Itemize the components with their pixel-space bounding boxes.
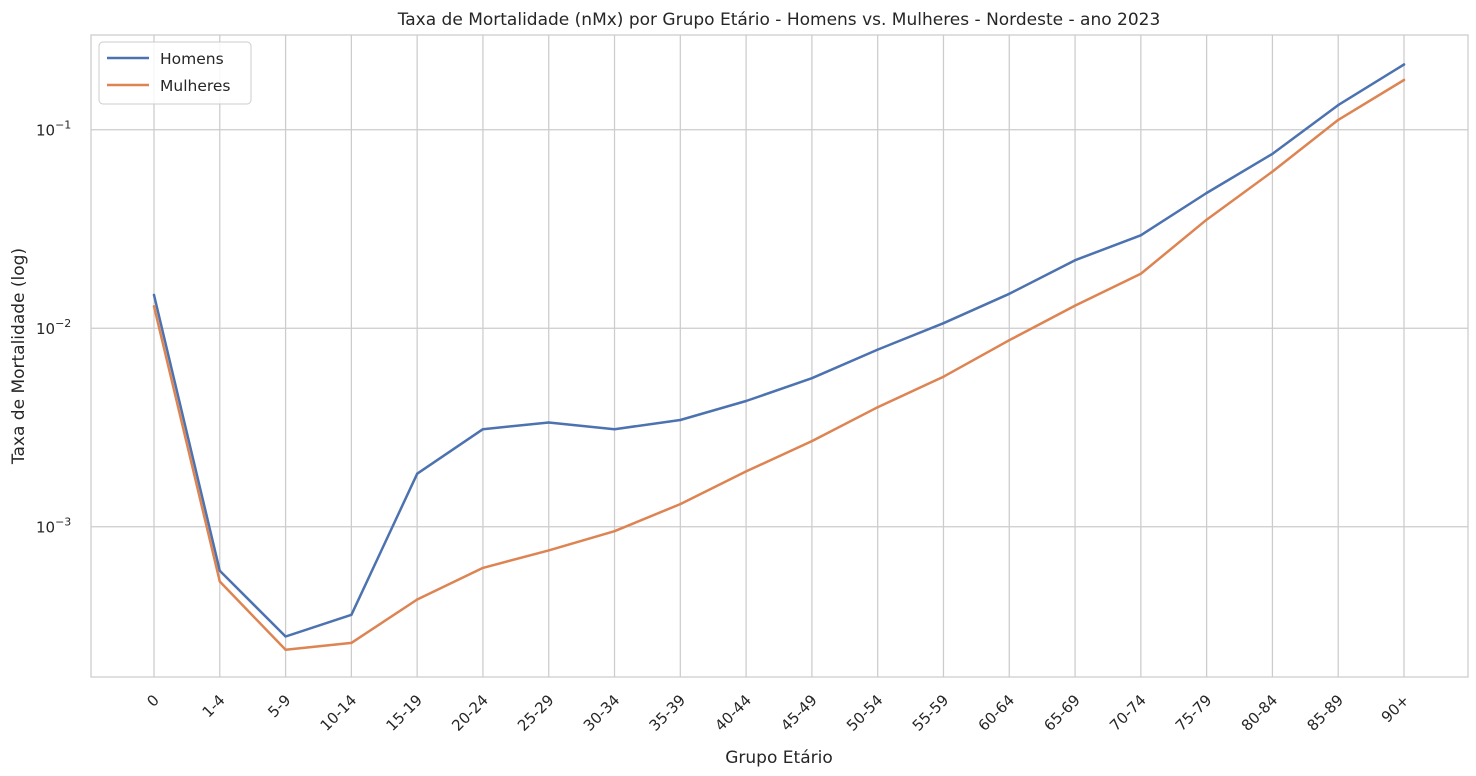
data-point — [810, 377, 814, 380]
x-tick-label: 10-14 — [317, 691, 361, 735]
data-point — [1271, 170, 1274, 173]
data-point — [1402, 63, 1406, 66]
y-tick-label: 10−1 — [36, 119, 71, 140]
data-point — [1008, 339, 1011, 342]
data-point — [679, 418, 682, 422]
x-tick-label: 85-89 — [1303, 691, 1347, 735]
data-point — [350, 613, 353, 616]
data-point — [613, 530, 616, 533]
legend-label-homens: Homens — [160, 50, 224, 68]
x-tick-label: 75-79 — [1172, 691, 1216, 735]
plot-frame — [90, 34, 1469, 678]
data-point — [416, 598, 419, 601]
x-tick-label: 45-49 — [777, 691, 821, 735]
y-axis-label: Taxa de Mortalidade (log) — [9, 248, 29, 465]
x-tick-label: 5-9 — [264, 691, 294, 721]
x-tick-label: 65-69 — [1040, 691, 1084, 735]
data-point — [942, 322, 945, 325]
legend: Homens Mulheres — [98, 41, 252, 105]
x-tick-label: 90+ — [1378, 691, 1413, 726]
data-point — [810, 439, 814, 443]
y-tick-label: 10−3 — [36, 516, 71, 537]
data-point — [1205, 191, 1208, 195]
data-point — [942, 375, 945, 378]
x-tick-labels: 0 1-4 5-9 10-14 15-19 20-24 25-29 30-34 35-39 40-… — [143, 691, 1412, 735]
x-tick-label: 1-4 — [199, 691, 229, 721]
data-point — [1139, 272, 1143, 275]
data-point — [1205, 218, 1208, 221]
data-point — [1337, 118, 1340, 122]
data-point — [1139, 234, 1143, 237]
x-tick-label: 80-84 — [1238, 691, 1282, 735]
x-tick-label: 30-34 — [580, 691, 624, 735]
data-point — [876, 348, 879, 351]
data-point — [481, 566, 485, 570]
data-point — [481, 428, 485, 431]
data-point — [218, 569, 221, 572]
x-tick-label: 20-24 — [448, 691, 492, 735]
data-point — [1073, 259, 1077, 262]
data-point — [1402, 78, 1406, 82]
plot-area — [91, 35, 1468, 677]
x-tick-label: 70-74 — [1106, 691, 1150, 735]
data-point — [679, 502, 682, 506]
data-point — [284, 648, 287, 651]
series-line-0 — [152, 63, 1406, 638]
y-tick-label: 10−2 — [36, 317, 71, 338]
data-point — [1271, 152, 1274, 156]
x-tick-label: 40-44 — [711, 691, 755, 735]
data-point — [152, 305, 156, 308]
data-point — [152, 293, 156, 297]
chart-title: Taxa de Mortalidade (nMx) por Grupo Etár… — [397, 10, 1161, 30]
data-point — [744, 470, 748, 473]
data-point — [547, 549, 550, 552]
data-point — [744, 399, 748, 403]
x-tick-label: 25-29 — [514, 691, 558, 735]
data-point — [218, 580, 221, 583]
x-tick-label: 0 — [143, 691, 162, 710]
legend-label-mulheres: Mulheres — [160, 77, 231, 95]
data-point — [1073, 304, 1077, 307]
data-point — [613, 428, 616, 431]
x-tick-label: 60-64 — [975, 691, 1019, 735]
data-point — [547, 421, 550, 424]
x-axis-label: Grupo Etário — [725, 748, 832, 768]
data-point — [284, 635, 287, 638]
x-tick-label: 35-39 — [646, 691, 690, 735]
data-point — [1008, 292, 1011, 295]
x-tick-label: 15-19 — [382, 691, 426, 735]
grid-lines — [91, 35, 1468, 677]
x-tick-label: 55-59 — [909, 691, 953, 735]
data-point — [416, 472, 419, 475]
x-tick-label: 50-54 — [843, 691, 887, 735]
data-point — [350, 641, 353, 645]
data-point — [1337, 103, 1340, 107]
data-point — [876, 406, 879, 409]
series-lines — [152, 63, 1406, 652]
series-line-1 — [152, 78, 1406, 652]
y-tick-labels: 10−3 10−2 10−1 — [36, 119, 71, 537]
